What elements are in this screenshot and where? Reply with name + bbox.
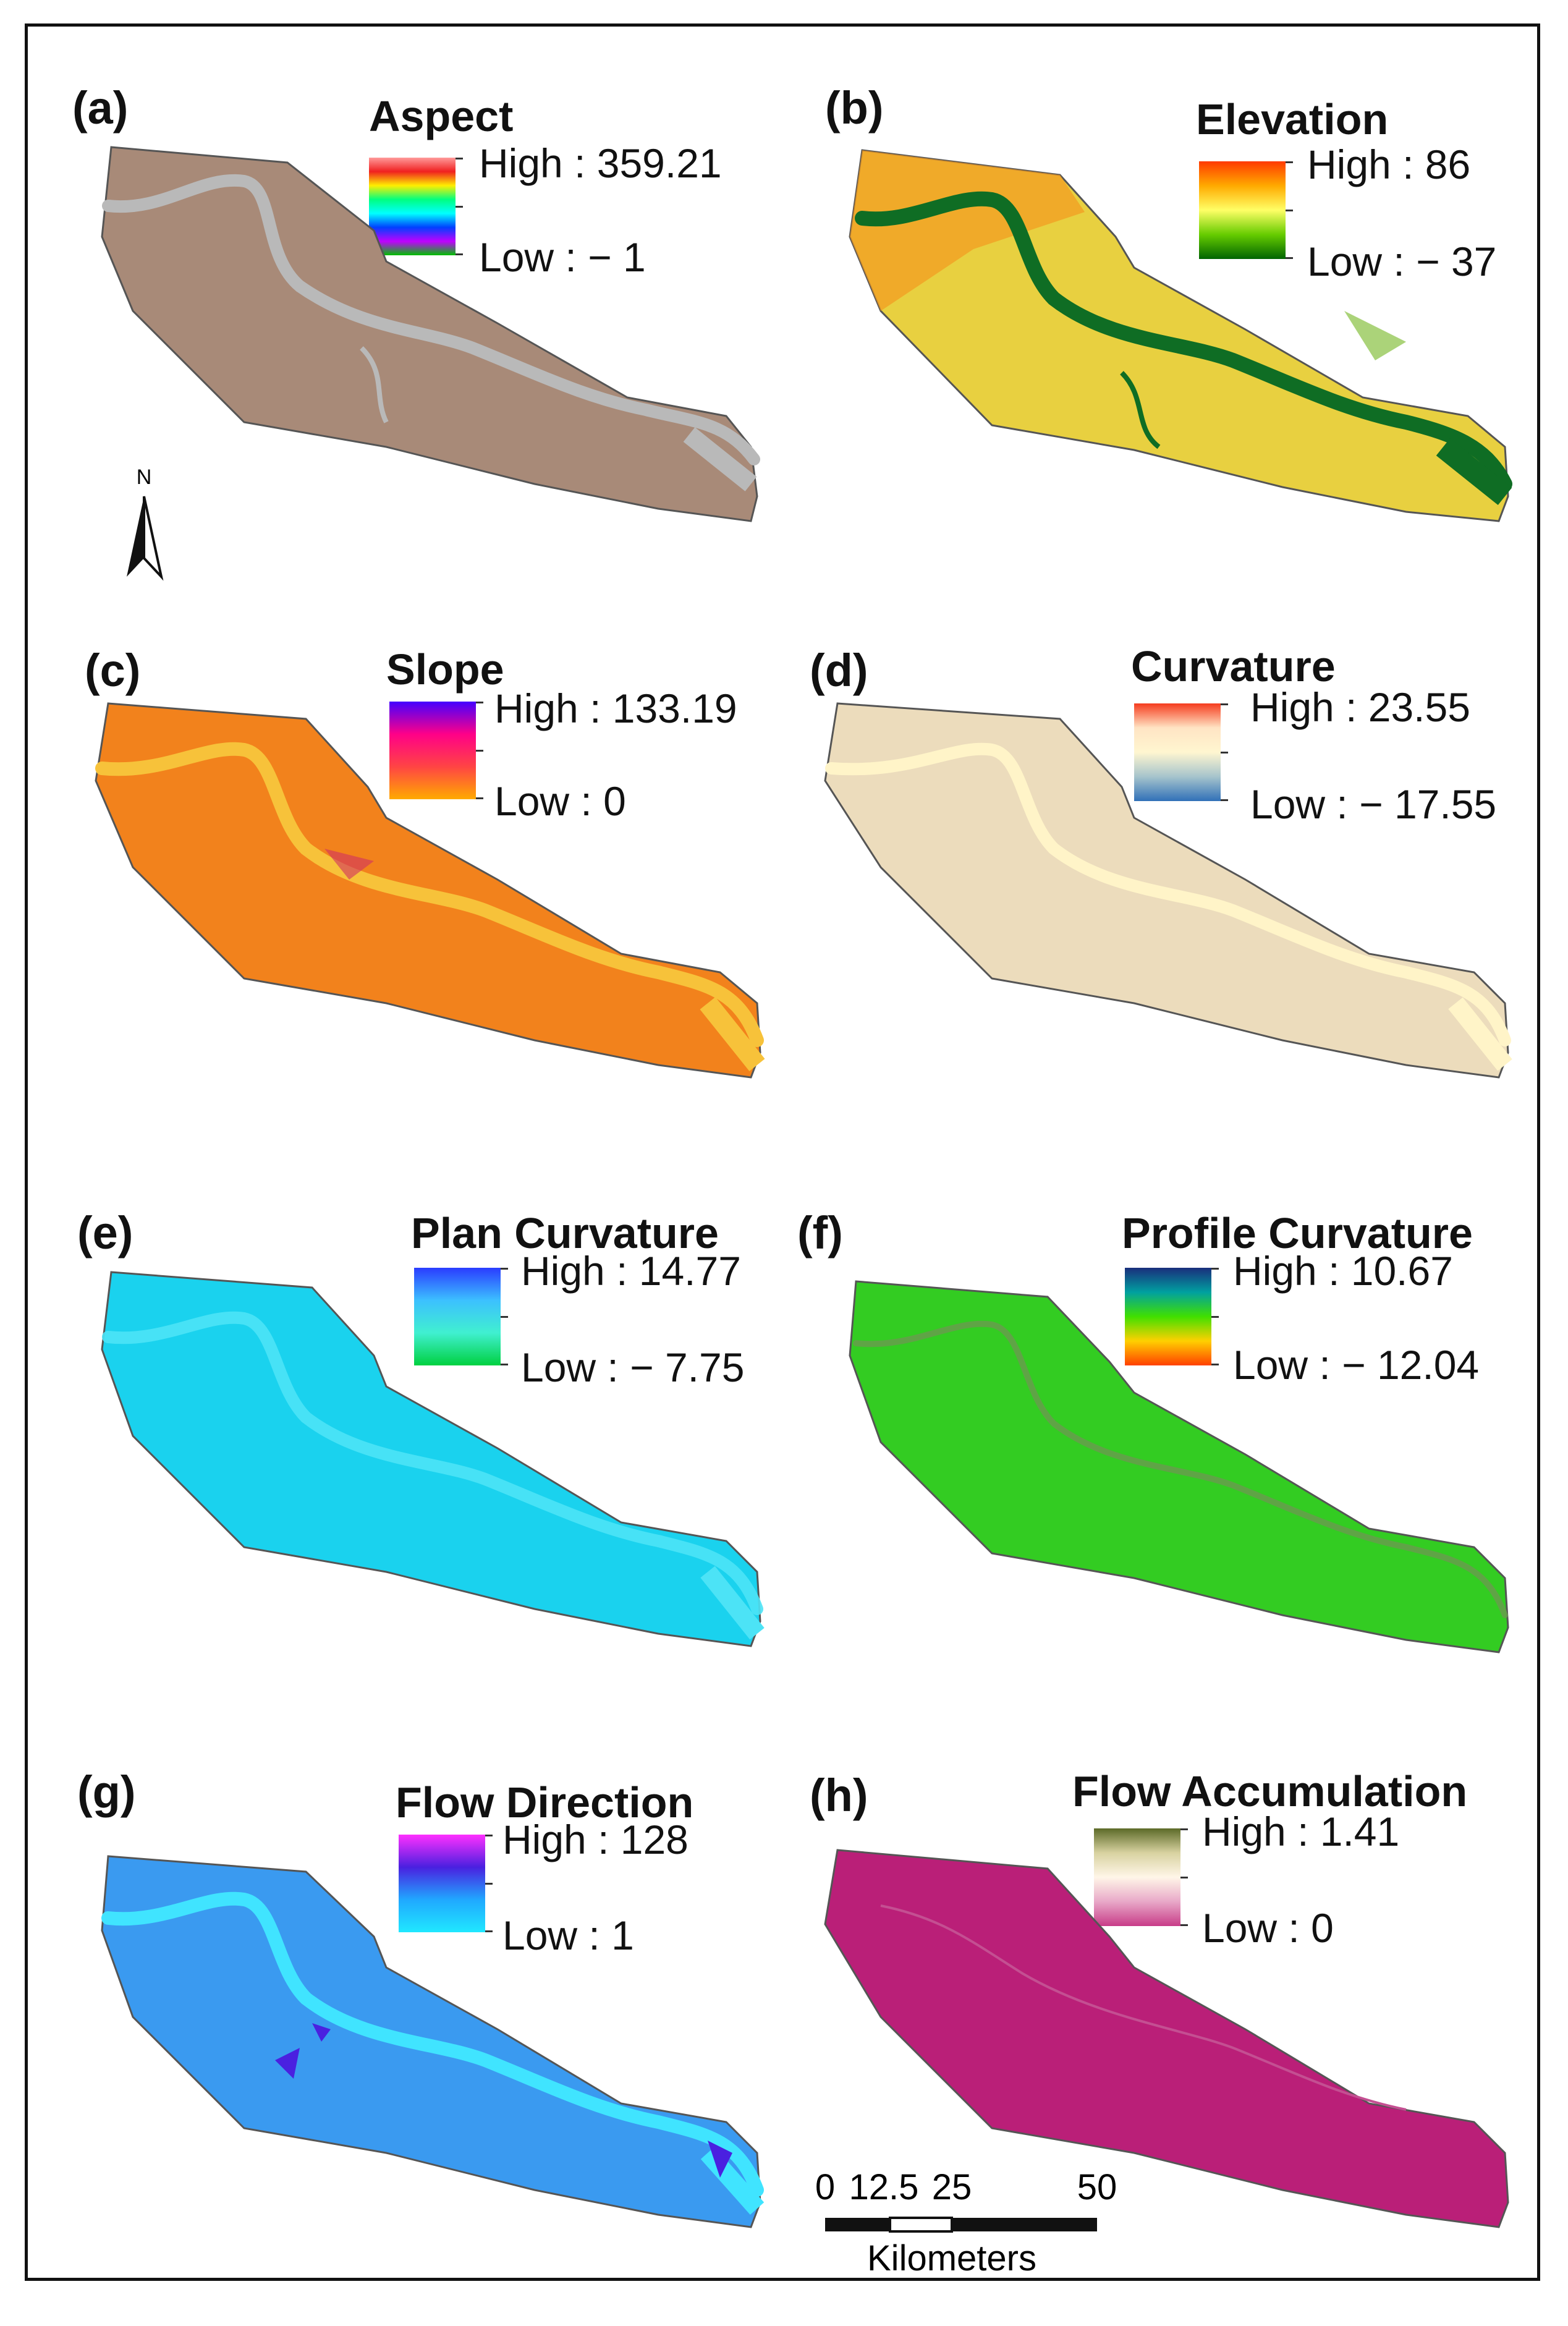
- map-slope: [95, 702, 765, 1079]
- map-flow-direction: [101, 1855, 765, 2228]
- river-channel: [880, 1904, 1407, 2111]
- legend-color-ramp: [389, 702, 476, 799]
- scale-tick-50: 50: [1077, 2167, 1117, 2207]
- scale-segment-1: [825, 2218, 890, 2231]
- scale-segment-3: [952, 2218, 1097, 2231]
- legend-color-ramp: [399, 1835, 485, 1932]
- legend-color-ramp: [1134, 703, 1221, 801]
- legend-low: Low : − 37: [1307, 239, 1497, 284]
- panel-label: (c): [85, 645, 141, 696]
- legend-low: Low : − 7.75: [521, 1344, 745, 1390]
- map-elevation: [849, 149, 1512, 522]
- scale-tick-12-5: 12.5: [849, 2167, 919, 2207]
- north-letter: N: [137, 465, 152, 489]
- legend-title: Flow Accumulation: [1072, 1767, 1468, 1815]
- north-arrow-icon: [127, 496, 144, 577]
- panel-label: (b): [825, 82, 884, 134]
- panel-label: (h): [810, 1770, 868, 1821]
- legend-high: High : 128: [502, 1817, 689, 1862]
- panel-label: (g): [77, 1767, 136, 1818]
- legend-color-ramp: [1094, 1828, 1180, 1926]
- study-area-polygon: [849, 1280, 1509, 1653]
- legend-color-ramp: [1125, 1268, 1211, 1365]
- panel-elevation: (b) Elevation High : 86 Low : − 37: [788, 51, 1542, 620]
- scale-bar: 0 12.5 25 50 Kilometers: [815, 2167, 1117, 2278]
- legend-high: High : 23.55: [1250, 684, 1470, 730]
- legend-low: Low : 1: [502, 1912, 634, 1958]
- legend-title: Elevation: [1196, 95, 1389, 143]
- legend-title: Plan Curvature: [411, 1209, 719, 1257]
- legend-title: Flow Direction: [396, 1778, 694, 1827]
- legend-low: Low : − 17.55: [1250, 781, 1497, 827]
- panel-label: (d): [810, 645, 868, 696]
- panel-slope: (c) Slope High : 133.19 Low : 0: [40, 620, 794, 1189]
- map-flow-accumulation: [824, 1849, 1509, 2228]
- study-area-polygon: [849, 149, 1509, 522]
- legend-color-ramp: [1199, 161, 1286, 259]
- legend-high: High : 86: [1307, 142, 1471, 187]
- legend-low: Low : − 1: [479, 234, 646, 280]
- panel-aspect: (a) Aspect High : 359.21 Low : − 1 N: [40, 51, 794, 620]
- legend-high: High : 14.77: [521, 1248, 741, 1294]
- panel-label: (f): [797, 1207, 843, 1259]
- north-arrow: N: [127, 465, 164, 581]
- legend-low: Low : 0: [1202, 1905, 1334, 1951]
- river-channel: [102, 174, 760, 465]
- legend-high: High : 359.21: [479, 140, 722, 186]
- panel-label: (a): [72, 82, 129, 134]
- legend-low: Low : − 12.04: [1233, 1342, 1480, 1388]
- legend-color-ramp: [414, 1268, 501, 1365]
- scale-tick-25: 25: [932, 2167, 972, 2207]
- river-channel: [101, 1891, 764, 2197]
- river-channel: [853, 1320, 1508, 1618]
- river-channel: [95, 742, 764, 1047]
- river-channel: [825, 742, 1511, 1046]
- legend-title: Curvature: [1131, 642, 1336, 690]
- panel-label: (e): [77, 1207, 133, 1259]
- legend-title: Aspect: [369, 92, 514, 140]
- legend-low: Low : 0: [494, 778, 626, 824]
- legend-title: Slope: [386, 645, 504, 694]
- legend-high: High : 1.41: [1202, 1809, 1400, 1854]
- legend-title: Profile Curvature: [1122, 1209, 1473, 1257]
- map-curvature: [824, 702, 1512, 1079]
- river-channel: [855, 191, 1512, 491]
- study-area-polygon: [824, 1849, 1509, 2228]
- panel-profile-curvature: (f) Profile Curvature High : 10.67 Low :…: [788, 1189, 1542, 1757]
- legend-high: High : 133.19: [494, 685, 737, 731]
- map-aspect: [101, 146, 760, 522]
- legend-high: High : 10.67: [1233, 1248, 1453, 1294]
- figure-frame: (a) Aspect High : 359.21 Low : − 1 N (b)…: [25, 23, 1540, 2281]
- panel-flow-accumulation: (h) Flow Accumulation High : 1.41 Low : …: [788, 1757, 1542, 2326]
- scale-segment-2: [889, 2217, 953, 2233]
- panel-curvature: (d) Curvature High : 23.55 Low : − 17.55: [788, 620, 1542, 1189]
- map-profile-curvature: [849, 1280, 1509, 1653]
- map-plan-curvature: [101, 1271, 765, 1647]
- panel-flow-direction: (g) Flow Direction High : 128 Low : 1: [40, 1757, 794, 2326]
- panel-plan-curvature: (e) Plan Curvature High : 14.77 Low : − …: [40, 1189, 794, 1757]
- scale-unit: Kilometers: [867, 2238, 1036, 2278]
- legend-color-ramp: [369, 158, 456, 255]
- river-channel: [102, 1311, 763, 1615]
- scale-tick-0: 0: [815, 2167, 835, 2207]
